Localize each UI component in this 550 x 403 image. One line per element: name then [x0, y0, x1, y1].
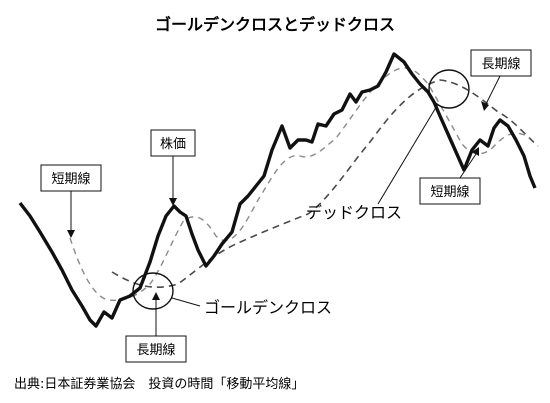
diagram-title: ゴールデンクロスとデッドクロス	[155, 15, 395, 34]
long-ma-bottom-arrowhead	[152, 292, 160, 300]
price-label-box	[150, 129, 196, 157]
dead-cross-pointer	[377, 103, 439, 205]
short-ma-line	[69, 67, 531, 302]
golden-cross-label: ゴールデンクロス	[204, 298, 332, 317]
long-ma-right-arrow	[485, 75, 501, 105]
dead-cross-label: デッドクロス	[306, 203, 402, 222]
dead-cross-circle	[428, 69, 470, 109]
short-ma-left-arrowhead	[67, 230, 75, 238]
long-ma-label-right: 長期線	[481, 56, 520, 72]
short-ma-label-right: 短期線	[430, 184, 469, 200]
price-line	[18, 52, 537, 328]
long-ma-label-bottom-box	[125, 335, 187, 363]
source-note: 出典:日本証券業協会 投資の時間「移動平均線」	[14, 376, 304, 392]
golden-cross-pointer	[171, 297, 201, 307]
short-ma-right-arrow	[459, 153, 477, 179]
long-ma-label-right-box	[470, 49, 532, 77]
short-ma-right-arrowhead	[472, 147, 479, 156]
short-ma-label-right-box	[419, 177, 481, 205]
price-label: 株価	[160, 137, 186, 152]
short-ma-label-left-box	[40, 164, 102, 192]
golden-cross-circle	[132, 272, 174, 310]
long-ma-right-arrowhead	[481, 101, 489, 111]
short-ma-label-left: 短期線	[51, 171, 90, 187]
price-arrowhead	[169, 198, 177, 206]
long-ma-line	[111, 79, 539, 288]
long-ma-label-bottom: 長期線	[136, 342, 175, 358]
